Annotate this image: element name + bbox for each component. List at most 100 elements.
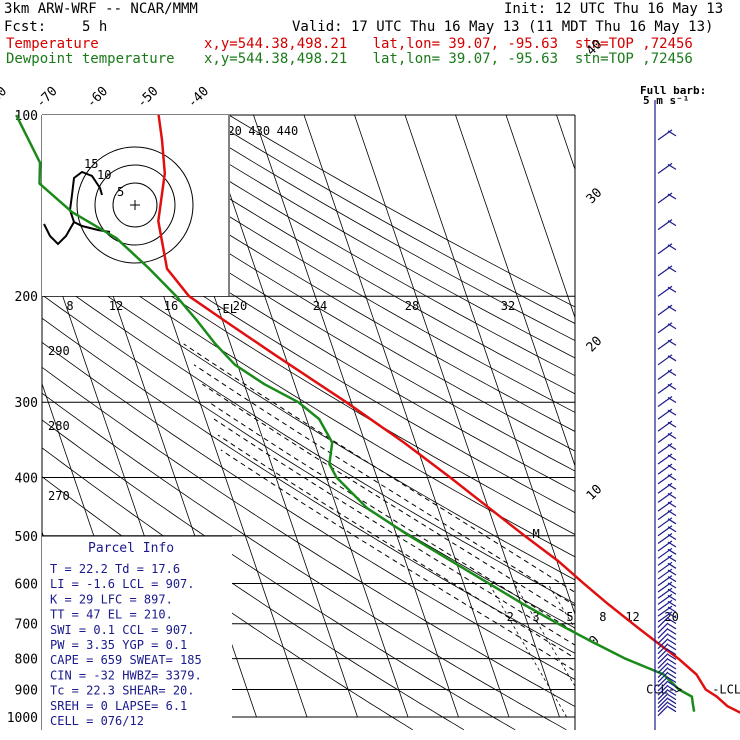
- wind-barb: [657, 500, 677, 512]
- moist-adiabat-label: 8: [66, 299, 73, 313]
- dry-adiabat: [45, 115, 575, 432]
- parcel-info-title: Parcel Info: [88, 541, 174, 556]
- wind-barb: [657, 129, 677, 141]
- wind-barb: [657, 705, 677, 717]
- wind-barb: [657, 676, 677, 687]
- wind-barb: [657, 575, 677, 587]
- isotherm-label: -70: [33, 84, 60, 111]
- mixing-ratio-line: [488, 583, 568, 718]
- wind-barb: [657, 243, 677, 255]
- wind-barb: [657, 408, 677, 420]
- wind-barb: [657, 420, 677, 432]
- wind-barb: [657, 599, 677, 611]
- hodograph: 5 10 15: [42, 115, 230, 296]
- isotherm-label: -60: [84, 84, 111, 111]
- wind-barb: [657, 547, 677, 559]
- forecast-label: Fcst:: [4, 19, 47, 35]
- wind-barb: [657, 638, 677, 650]
- wind-barb: [657, 443, 677, 454]
- init-time: Init: 12 UTC Thu 16 May 13: [504, 1, 724, 17]
- hodograph-ring: [94, 164, 176, 246]
- pressure-tick-label: 300: [15, 396, 38, 411]
- dry-adiabat: [42, 207, 575, 535]
- wind-barb: [657, 617, 677, 628]
- forecast-hour: 5 h: [82, 19, 108, 35]
- level-marker-m: M: [533, 527, 540, 541]
- dewpoint-legend-label: Dewpoint temperature: [6, 51, 175, 67]
- temperature-legend-info: x,y=544.38,498.21 lat,lon= 39.07, -95.63…: [204, 36, 693, 52]
- isotherm-label: -40: [185, 84, 212, 111]
- dry-adiabat: [42, 419, 516, 730]
- mixing-ratio-line: [580, 583, 663, 717]
- valid-time: Valid: 17 UTC Thu 16 May 13 (11 MDT Thu …: [292, 19, 714, 35]
- moist-adiabat: [220, 449, 575, 672]
- wind-barb: [657, 622, 677, 634]
- wind-barb: [657, 482, 677, 494]
- dry-adiabat: [42, 271, 575, 605]
- hodograph-ring: [76, 146, 194, 264]
- pressure-tick-label: 800: [15, 653, 38, 668]
- parcel-info-row: LI = -1.6 LCL = 907.: [50, 577, 195, 591]
- parcel-info-row: T = 22.2 Td = 17.6: [50, 562, 180, 576]
- mixing-ratio-label: 5: [566, 610, 573, 624]
- pressure-tick-label: 700: [15, 618, 38, 633]
- wind-barb: [657, 463, 677, 475]
- wind-barb: [657, 701, 677, 713]
- wind-barb: [657, 657, 677, 669]
- pressure-tick-label: 600: [15, 577, 38, 592]
- isotherm-label: -80: [0, 84, 10, 111]
- wind-barbs-column: [654, 100, 677, 730]
- parcel-info-row: K = 29 LFC = 897.: [50, 592, 173, 606]
- wind-barb: [657, 605, 677, 617]
- dry-adiabat: [42, 148, 575, 472]
- pressure-tick-label: 200: [15, 290, 38, 305]
- isotherm: [253, 115, 459, 718]
- theta-label: 280: [48, 419, 70, 433]
- wind-barb: [657, 509, 677, 521]
- wind-barb: [657, 453, 677, 465]
- dry-adiabat: [123, 115, 575, 377]
- parcel-info-row: SWI = 0.1 CCL = 907.: [50, 623, 195, 637]
- wind-barb: [657, 667, 677, 678]
- dry-adiabat: [42, 392, 567, 730]
- theta-label: 440: [277, 124, 299, 138]
- wind-barb: [657, 525, 677, 537]
- wind-barb: [657, 643, 677, 655]
- wind-barb: [657, 540, 677, 552]
- wind-barb: [657, 648, 677, 660]
- wind-barb: [657, 611, 677, 623]
- dry-adiabat: [42, 366, 575, 707]
- moist-adiabat: [202, 383, 575, 620]
- level-marker-lcl: -LCL: [712, 682, 740, 696]
- isotherm: [0, 115, 4, 717]
- hodograph-ring-label: 15: [84, 157, 98, 171]
- wind-barb: [657, 568, 677, 580]
- parcel-info-box: Parcel Info T = 22.2 Td = 17.6LI = -1.6 …: [42, 535, 232, 730]
- isotherm-label: 10: [584, 482, 606, 504]
- barb-key: Full barb: 5 m s⁻¹: [640, 84, 706, 107]
- moist-adiabat: [213, 418, 575, 646]
- isotherm: [708, 115, 740, 717]
- level-marker-el: -EL: [215, 302, 237, 316]
- isotherm: [505, 115, 575, 319]
- wind-barb: [657, 633, 677, 644]
- wind-barb: [657, 491, 677, 503]
- hodograph-ring-label: 10: [97, 168, 111, 182]
- wind-barb: [657, 581, 677, 593]
- wind-barb: [657, 285, 677, 297]
- isotherm: [658, 115, 740, 717]
- parcel-info-row: CIN = -32 HWBZ= 3379.: [50, 668, 202, 682]
- mixing-ratio-label: 12: [625, 610, 639, 624]
- theta-label: 290: [48, 344, 70, 358]
- wind-barb: [657, 473, 677, 485]
- wind-barb: [657, 354, 677, 366]
- mixing-ratio-line: [547, 583, 575, 630]
- moist-adiabat-label: 24: [313, 299, 327, 313]
- wind-barb: [657, 671, 677, 683]
- isotherm: [455, 115, 575, 468]
- wind-barb: [657, 382, 677, 394]
- moist-adiabat-label: 32: [501, 299, 515, 313]
- wind-barb: [657, 653, 677, 664]
- dry-adiabat: [42, 187, 575, 514]
